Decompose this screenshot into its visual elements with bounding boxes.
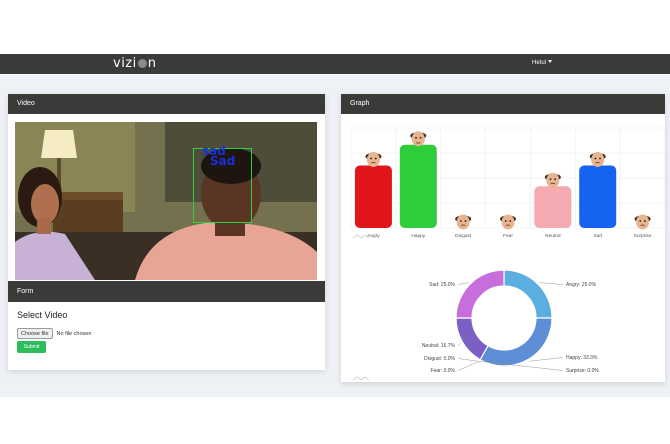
fear-face-icon [500, 214, 516, 230]
donut-data-label: Neutral: 16.7% [422, 343, 456, 349]
donut-chart-handle-icon [352, 376, 370, 381]
video-player[interactable]: sad Sad [15, 122, 317, 280]
video-frame-image [15, 122, 317, 280]
bar-tick-label: Surprise [634, 233, 652, 239]
submit-button[interactable]: Submit [17, 341, 46, 353]
bar-tick-label: Angry [367, 233, 380, 239]
file-status-text: No file chosen [56, 330, 92, 337]
form-card-header: Form [8, 281, 325, 302]
sad-face-icon [589, 152, 606, 167]
donut-leader-line [529, 357, 564, 362]
bar-tick-label: Fear [503, 233, 513, 239]
happy-face-icon [410, 131, 427, 147]
bar-happy [399, 144, 437, 228]
bar-tick-label: Happy [411, 233, 425, 239]
file-input[interactable]: Choose file No file chosen [17, 328, 91, 339]
donut-slice-neutral [455, 317, 489, 361]
donut-leader-line [479, 361, 564, 371]
donut-data-label: Angry: 25.0% [566, 282, 597, 288]
video-card: Video [8, 94, 325, 370]
graph-card-header: Graph [341, 94, 665, 114]
bar-angry [354, 165, 392, 228]
bar-chart-handle-icon [352, 234, 370, 239]
donut-leader-line [539, 282, 564, 285]
brand-logo[interactable]: vizi n [113, 55, 157, 73]
donut-leader-line [457, 282, 469, 285]
choose-file-button[interactable]: Choose file [17, 328, 53, 339]
angry-face-icon [365, 152, 382, 167]
surprise-face-icon [634, 214, 651, 230]
disgust-face-icon [455, 214, 472, 230]
emotion-label-line-2: Sad [210, 154, 236, 168]
user-name: Hetul [532, 60, 547, 66]
bar-tick-label: Disgust [455, 233, 472, 239]
user-menu-dropdown[interactable]: Hetul [532, 59, 553, 68]
donut-slice-happy [479, 317, 553, 367]
brand-o-icon [137, 59, 147, 68]
bar-neutral [534, 186, 572, 228]
select-video-heading: Select Video [17, 310, 68, 320]
graph-card: Graph Angry Happy Disgust Fear Neutral Sad Sur… [341, 94, 665, 382]
navbar: vizi n Hetul [0, 54, 670, 74]
face-detection-box [193, 148, 252, 223]
donut-leader-line [457, 342, 461, 346]
emotion-label-line-1: sad [202, 144, 226, 158]
chevron-down-icon [548, 60, 553, 63]
donut-slice-sad [455, 269, 505, 319]
graph-area: Angry Happy Disgust Fear Neutral Sad Surprise A… [350, 127, 665, 381]
donut-data-label: Happy: 33.3% [566, 355, 598, 361]
donut-leader-line [457, 358, 480, 362]
donut-data-label: Sad: 25.0% [429, 282, 455, 288]
bar-tick-label: Neutral [545, 233, 560, 239]
donut-data-label: Fear: 0.0% [431, 368, 456, 374]
bar-tick-label: Sad [593, 233, 602, 239]
bar-sad [579, 165, 617, 228]
brand-text-end: n [147, 56, 157, 71]
donut-slice-angry [503, 269, 553, 319]
donut-leader-line [457, 361, 480, 371]
brand-text-start: vizi [113, 56, 137, 71]
detected-emotion-label: sad Sad [202, 144, 236, 168]
video-card-header: Video [8, 94, 325, 114]
neutral-face-icon [544, 172, 561, 188]
donut-data-label: Disgust: 0.0% [424, 356, 455, 362]
donut-data-label: Surprise: 0.0% [566, 368, 599, 374]
